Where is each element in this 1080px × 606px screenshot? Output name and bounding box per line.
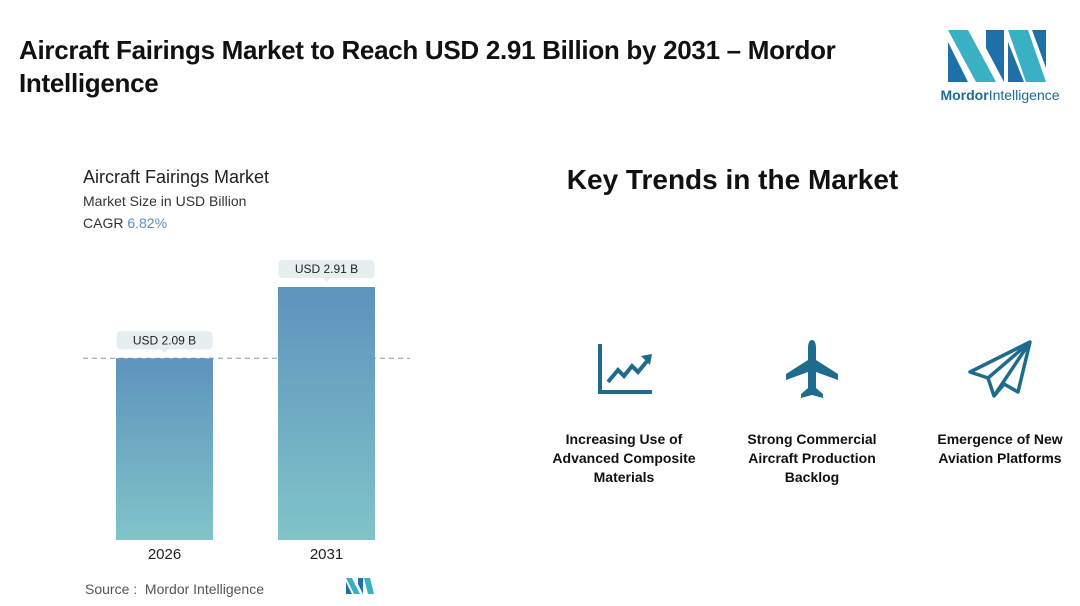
trends-title: Key Trends in the Market bbox=[566, 164, 899, 195]
source-name: Mordor Intelligence bbox=[144, 581, 264, 597]
logo-brand: Mordor bbox=[940, 87, 989, 103]
value-label-box bbox=[116, 331, 213, 350]
icon-plane bbox=[786, 340, 838, 398]
value-label: USD 2.09 B bbox=[133, 333, 196, 347]
x-tick-label: 2031 bbox=[310, 546, 343, 563]
icon-paper-plane bbox=[968, 340, 1032, 398]
logo-icon bbox=[948, 30, 1046, 82]
icon-growth bbox=[598, 344, 652, 394]
chart-title: Aircraft Fairings Market bbox=[83, 167, 270, 187]
bar bbox=[116, 358, 213, 540]
source-logo bbox=[346, 578, 374, 594]
cagr-value: 6.82% bbox=[127, 215, 168, 231]
chart-subtitle: Market Size in USD Billion bbox=[83, 193, 247, 209]
x-tick-label: 2026 bbox=[148, 546, 181, 563]
cagr-label: CAGR bbox=[83, 215, 124, 231]
cagr: CAGR 6.82% bbox=[83, 215, 167, 231]
trend-item: Strong Commercial Aircraft Production Ba… bbox=[747, 431, 877, 485]
value-label: USD 2.91 B bbox=[295, 262, 358, 276]
trend-item: Increasing Use of Advanced Composite Mat… bbox=[552, 431, 696, 485]
value-label-pointer bbox=[322, 277, 331, 282]
value-label-box bbox=[278, 260, 375, 278]
source: Source : Mordor Intelligence bbox=[85, 581, 264, 597]
bar bbox=[278, 287, 375, 540]
logo-suffix: Intelligence bbox=[988, 87, 1060, 103]
source-label: Source : bbox=[85, 581, 138, 597]
value-label-pointer bbox=[160, 348, 169, 354]
logo-text: MordorIntelligence bbox=[930, 87, 1070, 103]
chart: USD 2.09 B 2026 USD 2.91 B 2031 bbox=[83, 260, 410, 563]
page-title: Aircraft Fairings Market to Reach USD 2.… bbox=[19, 35, 836, 98]
trend-item: Emergence of New Aviation Platforms bbox=[937, 431, 1063, 466]
